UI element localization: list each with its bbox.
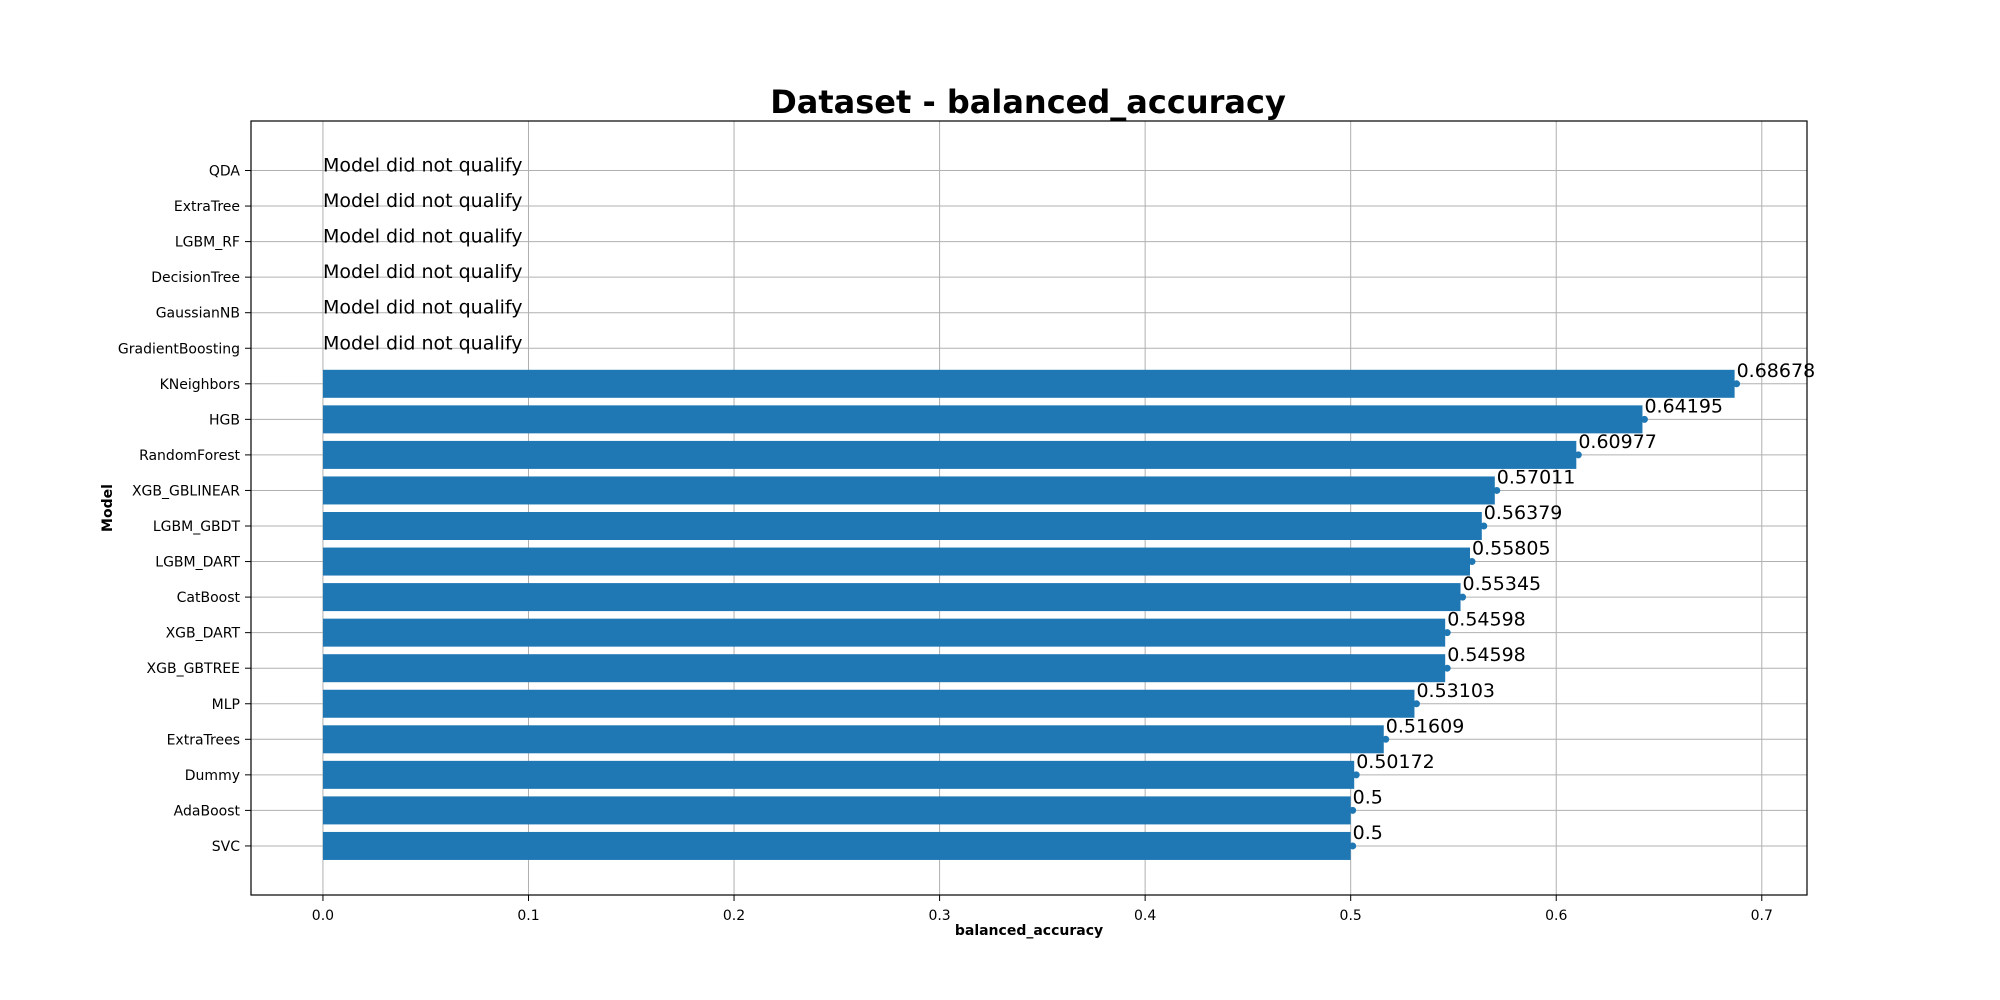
value-label: 0.53103 xyxy=(1416,680,1495,702)
value-label: 0.55805 xyxy=(1472,538,1551,560)
bar xyxy=(323,476,1495,504)
y-tick-label: LGBM_GBDT xyxy=(153,519,241,535)
bar xyxy=(323,441,1576,469)
y-tick-label: LGBM_DART xyxy=(155,555,240,571)
not-qualified-label: Model did not qualify xyxy=(323,297,523,319)
y-tick-label: QDA xyxy=(209,164,241,180)
chart-title: Dataset - balanced_accuracy xyxy=(770,83,1286,121)
x-tick-label: 0.5 xyxy=(1340,908,1362,924)
value-label: 0.5 xyxy=(1353,786,1383,808)
y-axis-ticks: QDA ExtraTree LGBM_RF DecisionTree GaussianN… xyxy=(118,164,251,855)
y-tick-label: KNeighbors xyxy=(160,377,240,393)
bar xyxy=(323,370,1735,398)
x-tick-label: 0.1 xyxy=(517,908,539,924)
not-qualified-label: Model did not qualify xyxy=(323,155,523,177)
value-label: 0.57011 xyxy=(1497,466,1576,488)
y-tick-label: SVC xyxy=(212,839,240,855)
bar xyxy=(323,548,1470,576)
y-tick-label: GradientBoosting xyxy=(118,341,240,357)
x-tick-label: 0.2 xyxy=(723,908,745,924)
value-label: 0.51609 xyxy=(1386,715,1465,737)
y-tick-label: XGB_GBLINEAR xyxy=(132,483,240,499)
y-tick-label: Dummy xyxy=(185,768,240,784)
x-axis-label: balanced_accuracy xyxy=(955,923,1103,939)
x-tick-label: 0.7 xyxy=(1751,908,1773,924)
x-tick-label: 0.4 xyxy=(1134,908,1156,924)
y-tick-label: CatBoost xyxy=(177,590,241,606)
value-label: 0.60977 xyxy=(1578,431,1657,453)
bar xyxy=(323,654,1445,682)
y-tick-label: GaussianNB xyxy=(156,306,240,322)
bar xyxy=(323,405,1643,433)
value-label: 0.56379 xyxy=(1484,502,1563,524)
bar xyxy=(323,619,1445,647)
y-tick-label: LGBM_RF xyxy=(175,235,240,251)
value-label: 0.64195 xyxy=(1644,395,1723,417)
bar xyxy=(323,796,1351,824)
y-tick-label: RandomForest xyxy=(139,448,240,464)
value-label: 0.50172 xyxy=(1356,751,1435,773)
y-tick-label: ExtraTrees xyxy=(167,732,240,748)
bar xyxy=(323,512,1482,540)
bars xyxy=(323,370,1740,860)
not-qualified-label: Model did not qualify xyxy=(323,261,523,283)
not-qualified-label: Model did not qualify xyxy=(323,226,523,248)
bar xyxy=(323,832,1351,860)
y-tick-label: ExtraTree xyxy=(174,199,240,215)
not-qualified-label: Model did not qualify xyxy=(323,332,523,354)
value-label: 0.54598 xyxy=(1447,644,1526,666)
bar xyxy=(323,690,1415,718)
bar xyxy=(323,761,1354,789)
value-label: 0.55345 xyxy=(1463,573,1542,595)
y-tick-label: XGB_DART xyxy=(166,626,241,642)
y-tick-label: DecisionTree xyxy=(151,270,240,286)
not-qualified-label: Model did not qualify xyxy=(323,190,523,212)
x-axis-ticks: 0.0 0.1 0.2 0.3 0.4 0.5 0.6 0.7 xyxy=(312,895,1773,924)
x-tick-label: 0.0 xyxy=(312,908,334,924)
x-tick-label: 0.3 xyxy=(928,908,950,924)
y-tick-label: AdaBoost xyxy=(174,803,241,819)
y-tick-label: HGB xyxy=(209,412,240,428)
bar xyxy=(323,583,1461,611)
x-tick-label: 0.6 xyxy=(1545,908,1567,924)
y-axis-label: Model xyxy=(100,484,116,532)
y-tick-label: MLP xyxy=(212,697,240,713)
value-label: 0.54598 xyxy=(1447,609,1526,631)
y-tick-label: XGB_GBTREE xyxy=(147,661,240,677)
bar xyxy=(323,725,1384,753)
value-label: 0.5 xyxy=(1353,822,1383,844)
value-label: 0.68678 xyxy=(1737,360,1816,382)
